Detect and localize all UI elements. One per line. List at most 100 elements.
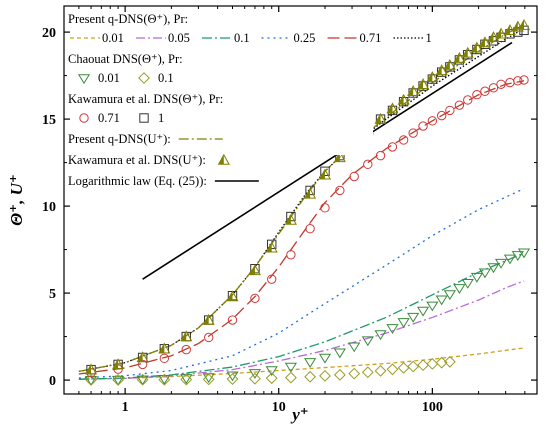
legend-background — [65, 7, 373, 155]
data-point-9-0 — [85, 373, 97, 386]
data-point-12-28-fill — [495, 28, 502, 39]
data-point-10-9 — [286, 250, 296, 260]
data-point-12-21-fill — [436, 65, 442, 75]
data-point-10-29 — [505, 77, 515, 88]
data-point-8-22 — [443, 290, 456, 301]
legend-marker-1-0 — [77, 74, 91, 85]
data-point-10-26 — [480, 86, 490, 96]
series-7 — [142, 41, 513, 280]
data-point-12-8 — [265, 241, 278, 253]
data-point-12-25-fill — [471, 42, 477, 52]
data-point-9-2 — [136, 373, 149, 386]
y-axis-title: Θ⁺, U⁺ — [7, 174, 26, 226]
legend-label-0-1: 0.05 — [168, 31, 190, 45]
series-9 — [85, 355, 456, 386]
data-point-8-15 — [374, 330, 387, 341]
series-10 — [86, 75, 529, 378]
y-tick-label-1: 5 — [49, 287, 56, 302]
data-point-9-4 — [180, 373, 193, 386]
series-line-0 — [78, 347, 525, 380]
x-tick-label-1: 10 — [272, 400, 286, 415]
data-point-10-25 — [472, 90, 482, 100]
data-point-12-31-fill — [518, 19, 524, 30]
data-point-8-20 — [426, 301, 439, 312]
data-point-12-28 — [494, 27, 508, 39]
series-0 — [78, 347, 525, 380]
legend-label-0-4: 0.71 — [360, 31, 382, 45]
x-axis-title: y⁺ — [290, 405, 309, 424]
data-point-9-20 — [426, 357, 439, 370]
plot-frame — [63, 5, 538, 395]
data-point-12-21-outline — [435, 64, 448, 76]
data-point-12-4-fill — [181, 331, 187, 341]
data-point-10-11 — [320, 203, 330, 213]
data-point-10-10 — [305, 224, 315, 234]
data-point-12-11-fill — [319, 169, 325, 179]
data-point-12-9 — [284, 213, 297, 225]
data-point-12-24-fill — [462, 47, 468, 58]
data-point-12-25 — [470, 41, 483, 53]
data-point-8-23 — [453, 284, 466, 295]
data-point-12-17-fill — [398, 94, 404, 105]
legend-label-0-2: 0.1 — [234, 31, 250, 45]
data-point-12-26 — [478, 36, 492, 48]
data-point-9-13 — [348, 367, 361, 380]
data-point-12-7-fill — [249, 265, 255, 275]
data-point-10-27 — [488, 83, 499, 93]
data-point-12-17 — [397, 93, 410, 105]
data-point-8-11 — [318, 353, 332, 364]
data-point-10-18 — [408, 128, 418, 138]
data-point-12-22 — [443, 58, 456, 70]
data-point-12-16-fill — [387, 103, 393, 113]
legend: Present q-DNS(Θ⁺), Pr: 0.01 0.05 0.1 0.25 0.7… — [65, 7, 432, 188]
data-point-10-8 — [267, 274, 277, 284]
data-point-12-2-fill — [137, 352, 143, 362]
legend-group-title-3: Present q-DNS(U⁺): — [68, 132, 171, 146]
data-point-9-19 — [417, 359, 429, 372]
data-point-12-4 — [180, 330, 193, 342]
data-point-8-3 — [158, 374, 171, 385]
x-tick-label-0: 1 — [122, 400, 129, 415]
legend-marker-4-0 — [217, 153, 230, 165]
data-point-9-1 — [112, 373, 125, 386]
data-point-9-22 — [443, 355, 456, 368]
legend-label-2-1: 1 — [158, 111, 164, 125]
legend-label-0-0: 0.01 — [102, 31, 124, 45]
data-point-10-17 — [398, 135, 409, 145]
data-point-12-10-fill — [304, 188, 311, 199]
data-point-8-16 — [386, 324, 399, 335]
data-point-8-12 — [333, 348, 346, 359]
data-point-8-14 — [361, 336, 374, 347]
series-2 — [78, 252, 525, 380]
data-point-10-16 — [387, 142, 398, 152]
data-point-9-18 — [407, 360, 420, 373]
series-line-7 — [142, 41, 513, 280]
data-point-12-16 — [386, 102, 399, 114]
data-point-10-31 — [519, 75, 529, 85]
data-point-10-5 — [204, 332, 214, 343]
data-point-8-25 — [470, 272, 484, 283]
data-point-12-25-outline — [470, 41, 483, 53]
series-line-2 — [78, 252, 525, 380]
data-point-8-26 — [478, 268, 492, 279]
data-point-11-9 — [286, 211, 296, 222]
data-point-10-28 — [496, 79, 506, 89]
data-point-12-2 — [136, 351, 149, 363]
data-point-12-23 — [453, 51, 466, 63]
data-point-8-13 — [348, 342, 361, 353]
legend-marker-2-1 — [139, 113, 149, 123]
data-point-8-24 — [461, 278, 474, 289]
data-point-12-3 — [158, 342, 171, 354]
data-point-12-22-fill — [444, 59, 450, 70]
data-point-10-30 — [513, 76, 523, 86]
data-point-12-0 — [85, 363, 98, 375]
data-point-12-8-fill — [266, 242, 272, 253]
data-point-12-6-fill — [227, 291, 233, 301]
data-point-8-1 — [112, 375, 125, 386]
axes: 1 10 100 0 5 10 15 20 y⁺ Θ⁺, U⁺ — [7, 5, 538, 424]
data-point-12-7 — [248, 264, 261, 276]
data-point-10-3 — [159, 353, 170, 364]
legend-label-0-5: 1 — [426, 31, 432, 45]
